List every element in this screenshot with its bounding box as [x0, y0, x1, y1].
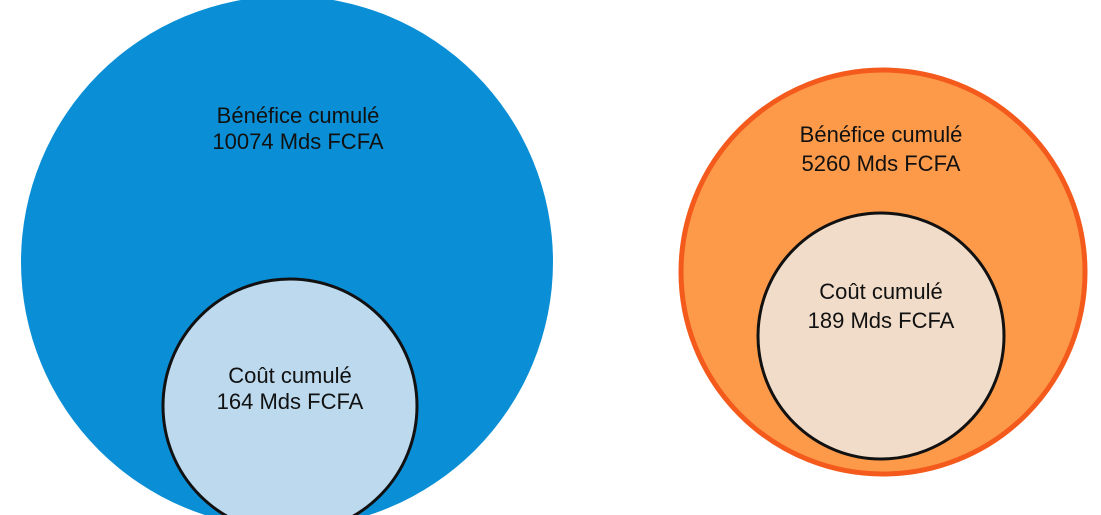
benefit-label: Bénéfice cumulé	[217, 103, 380, 128]
benefit-amount: 10074 Mds FCFA	[212, 129, 384, 154]
benefit-amount: 5260 Mds FCFA	[802, 151, 961, 176]
benefit-label: Bénéfice cumulé	[800, 122, 963, 147]
benefit-circle	[21, 0, 553, 515]
cost-label: Coût cumulé	[819, 279, 943, 304]
cost-circle	[161, 277, 419, 515]
cost-circle	[756, 211, 1006, 461]
cost-label: Coût cumulé	[228, 363, 352, 388]
cost-amount: 189 Mds FCFA	[808, 308, 955, 333]
cost-amount: 164 Mds FCFA	[217, 389, 364, 414]
